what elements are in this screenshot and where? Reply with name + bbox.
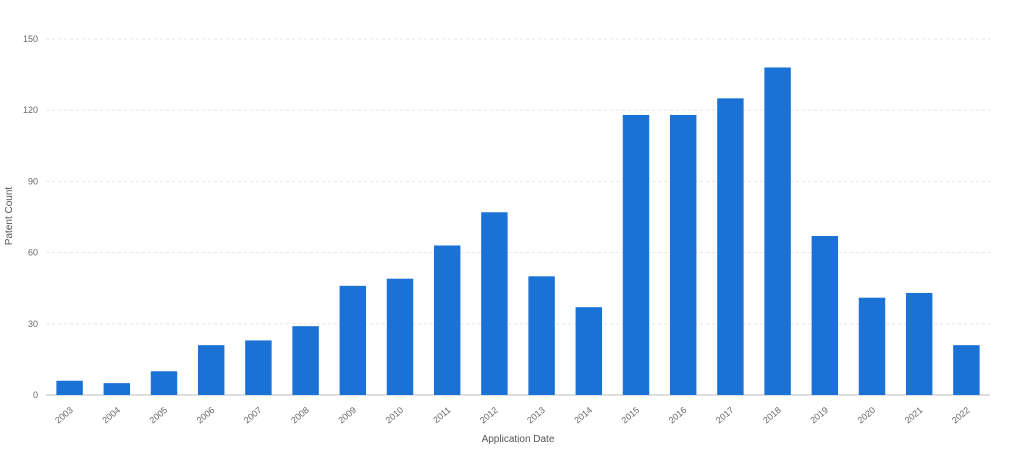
x-tick-label: 2014 (572, 405, 594, 426)
bar-2010[interactable] (387, 279, 413, 395)
bar-2021[interactable] (906, 293, 932, 395)
x-tick-label: 2012 (478, 405, 500, 426)
y-tick-label: 30 (28, 319, 38, 329)
y-tick-label: 90 (28, 176, 38, 186)
x-tick-label: 2021 (903, 405, 925, 426)
y-tick-label: 120 (23, 105, 38, 115)
y-axis-title: Patent Count (4, 187, 15, 246)
bar-2012[interactable] (481, 212, 507, 395)
bar-2014[interactable] (576, 307, 602, 395)
bar-2017[interactable] (717, 98, 743, 395)
x-axis-title: Application Date (482, 434, 555, 445)
bar-2022[interactable] (953, 345, 979, 395)
x-tick-label: 2005 (148, 405, 170, 426)
x-tick-label: 2004 (100, 405, 122, 426)
x-tick-label: 2016 (667, 405, 689, 426)
bar-2015[interactable] (623, 115, 649, 395)
x-tick-label: 2003 (53, 405, 75, 426)
bar-2011[interactable] (434, 245, 460, 395)
x-tick-label: 2018 (761, 405, 783, 426)
bar-2006[interactable] (198, 345, 224, 395)
bars (56, 67, 979, 395)
bar-2005[interactable] (151, 371, 177, 395)
x-tick-label: 2009 (336, 405, 358, 426)
x-tick-label: 2017 (714, 405, 736, 426)
bar-2013[interactable] (528, 276, 554, 395)
bar-2018[interactable] (764, 67, 790, 395)
bar-2020[interactable] (859, 298, 885, 395)
bar-2019[interactable] (812, 236, 838, 395)
x-tick-label: 2011 (431, 405, 452, 425)
bar-2007[interactable] (245, 340, 271, 395)
x-tick-label: 2007 (242, 405, 264, 426)
x-tick-label: 2008 (289, 405, 311, 426)
y-tick-label: 60 (28, 248, 38, 258)
x-tick-label: 2019 (808, 405, 830, 426)
x-tick-label: 2013 (525, 405, 547, 426)
bar-2009[interactable] (340, 286, 366, 395)
x-axis: 2003 2004 2005 2006 2007 2008 2009 2010 2011 2012… (53, 405, 972, 426)
x-tick-label: 2015 (620, 405, 642, 426)
x-tick-label: 2022 (950, 405, 972, 426)
x-tick-label: 2010 (384, 405, 406, 426)
grid-lines (46, 39, 990, 395)
y-axis: 0 30 60 90 120 150 (23, 34, 38, 400)
x-tick-label: 2020 (856, 405, 878, 426)
bar-2003[interactable] (56, 381, 82, 395)
bar-2016[interactable] (670, 115, 696, 395)
y-tick-label: 0 (33, 390, 38, 400)
x-tick-label: 2006 (195, 405, 217, 426)
bar-2008[interactable] (292, 326, 318, 395)
y-tick-label: 150 (23, 34, 38, 44)
bar-2004[interactable] (104, 383, 130, 395)
